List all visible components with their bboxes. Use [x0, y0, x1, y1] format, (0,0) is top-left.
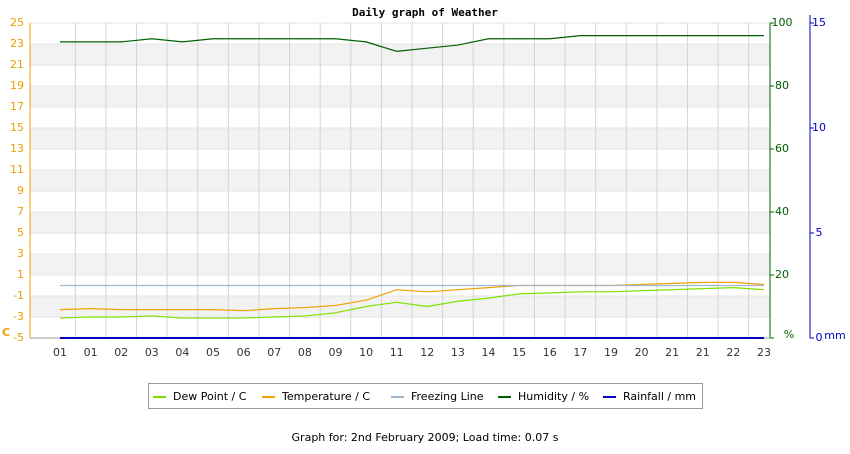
y-tick-label: 11	[10, 163, 24, 176]
x-tick-label: 04	[175, 346, 189, 359]
y-unit-label: C	[2, 326, 10, 339]
x-tick-label: 13	[451, 346, 465, 359]
x-tick-label: 03	[145, 346, 159, 359]
y2-tick-label: 60	[775, 142, 789, 155]
legend-label: Humidity / %	[518, 390, 589, 403]
x-tick-label: 09	[328, 346, 342, 359]
grid-band	[30, 212, 770, 233]
x-tick-label: 06	[237, 346, 251, 359]
x-tick-label: 12	[420, 346, 434, 359]
footer: Graph for: 2nd February 2009; Load time:…	[292, 431, 559, 444]
y3-tick-label: 5	[816, 226, 823, 239]
y-tick-label: 15	[10, 121, 24, 134]
y-tick-label: -3	[13, 310, 24, 323]
legend-label: Rainfall / mm	[623, 390, 696, 403]
series-line	[59, 281, 765, 312]
x-tick-label: 08	[298, 346, 312, 359]
x-tick-label: 21	[665, 346, 679, 359]
x-tick-label: 01	[84, 346, 98, 359]
grid-band	[30, 128, 770, 149]
x-tick-label: 11	[390, 346, 404, 359]
y3-tick-label: 10	[812, 121, 826, 134]
y2-tick-label: 100	[772, 16, 793, 29]
y2-tick-label: 40	[775, 205, 789, 218]
x-tick-label: 23	[757, 346, 771, 359]
grid-band	[30, 86, 770, 107]
y-tick-label: 5	[17, 226, 24, 239]
grid-band	[30, 254, 770, 275]
series-line	[60, 35, 764, 52]
legend-label: Freezing Line	[411, 390, 484, 403]
x-tick-label: 02	[114, 346, 128, 359]
y2-unit-label: %	[784, 328, 794, 341]
y-tick-label: 21	[10, 58, 24, 71]
x-tick-label: 05	[206, 346, 220, 359]
legend-label: Dew Point / C	[173, 390, 247, 403]
y-tick-label: 1	[17, 268, 24, 281]
x-tick-label: 01	[53, 346, 67, 359]
x-tick-label: 10	[359, 346, 373, 359]
x-tick-label: 07	[267, 346, 281, 359]
x-tick-label: 17	[573, 346, 587, 359]
grid-band	[30, 170, 770, 191]
series-line	[59, 286, 765, 319]
grid-band	[30, 44, 770, 65]
x-tick-label: 22	[726, 346, 740, 359]
y-tick-label: 19	[10, 79, 24, 92]
x-tick-label: 20	[635, 346, 649, 359]
y-tick-label: 25	[10, 16, 24, 29]
y-tick-label: 9	[17, 184, 24, 197]
grid-band	[30, 296, 770, 317]
x-tick-label: 14	[482, 346, 496, 359]
y-tick-label: -5	[13, 331, 24, 344]
y2-tick-label: 20	[775, 268, 789, 281]
x-tick-label: 21	[696, 346, 710, 359]
chart-title: Daily graph of Weather	[352, 6, 498, 19]
x-tick-label: 15	[512, 346, 526, 359]
y-tick-label: 7	[17, 205, 24, 218]
legend-label: Temperature / C	[281, 390, 370, 403]
y2-tick-label: 80	[775, 79, 789, 92]
y3-unit-label: mm	[824, 329, 845, 342]
y-tick-label: 23	[10, 37, 24, 50]
y3-tick-label: 15	[812, 16, 826, 29]
y-tick-label: 3	[17, 247, 24, 260]
y-tick-label: -1	[13, 289, 24, 302]
y3-tick-label: 0	[816, 331, 823, 344]
x-tick-label: 16	[543, 346, 557, 359]
x-tick-label: 19	[604, 346, 618, 359]
y-tick-label: 13	[10, 142, 24, 155]
y-tick-label: 17	[10, 100, 24, 113]
